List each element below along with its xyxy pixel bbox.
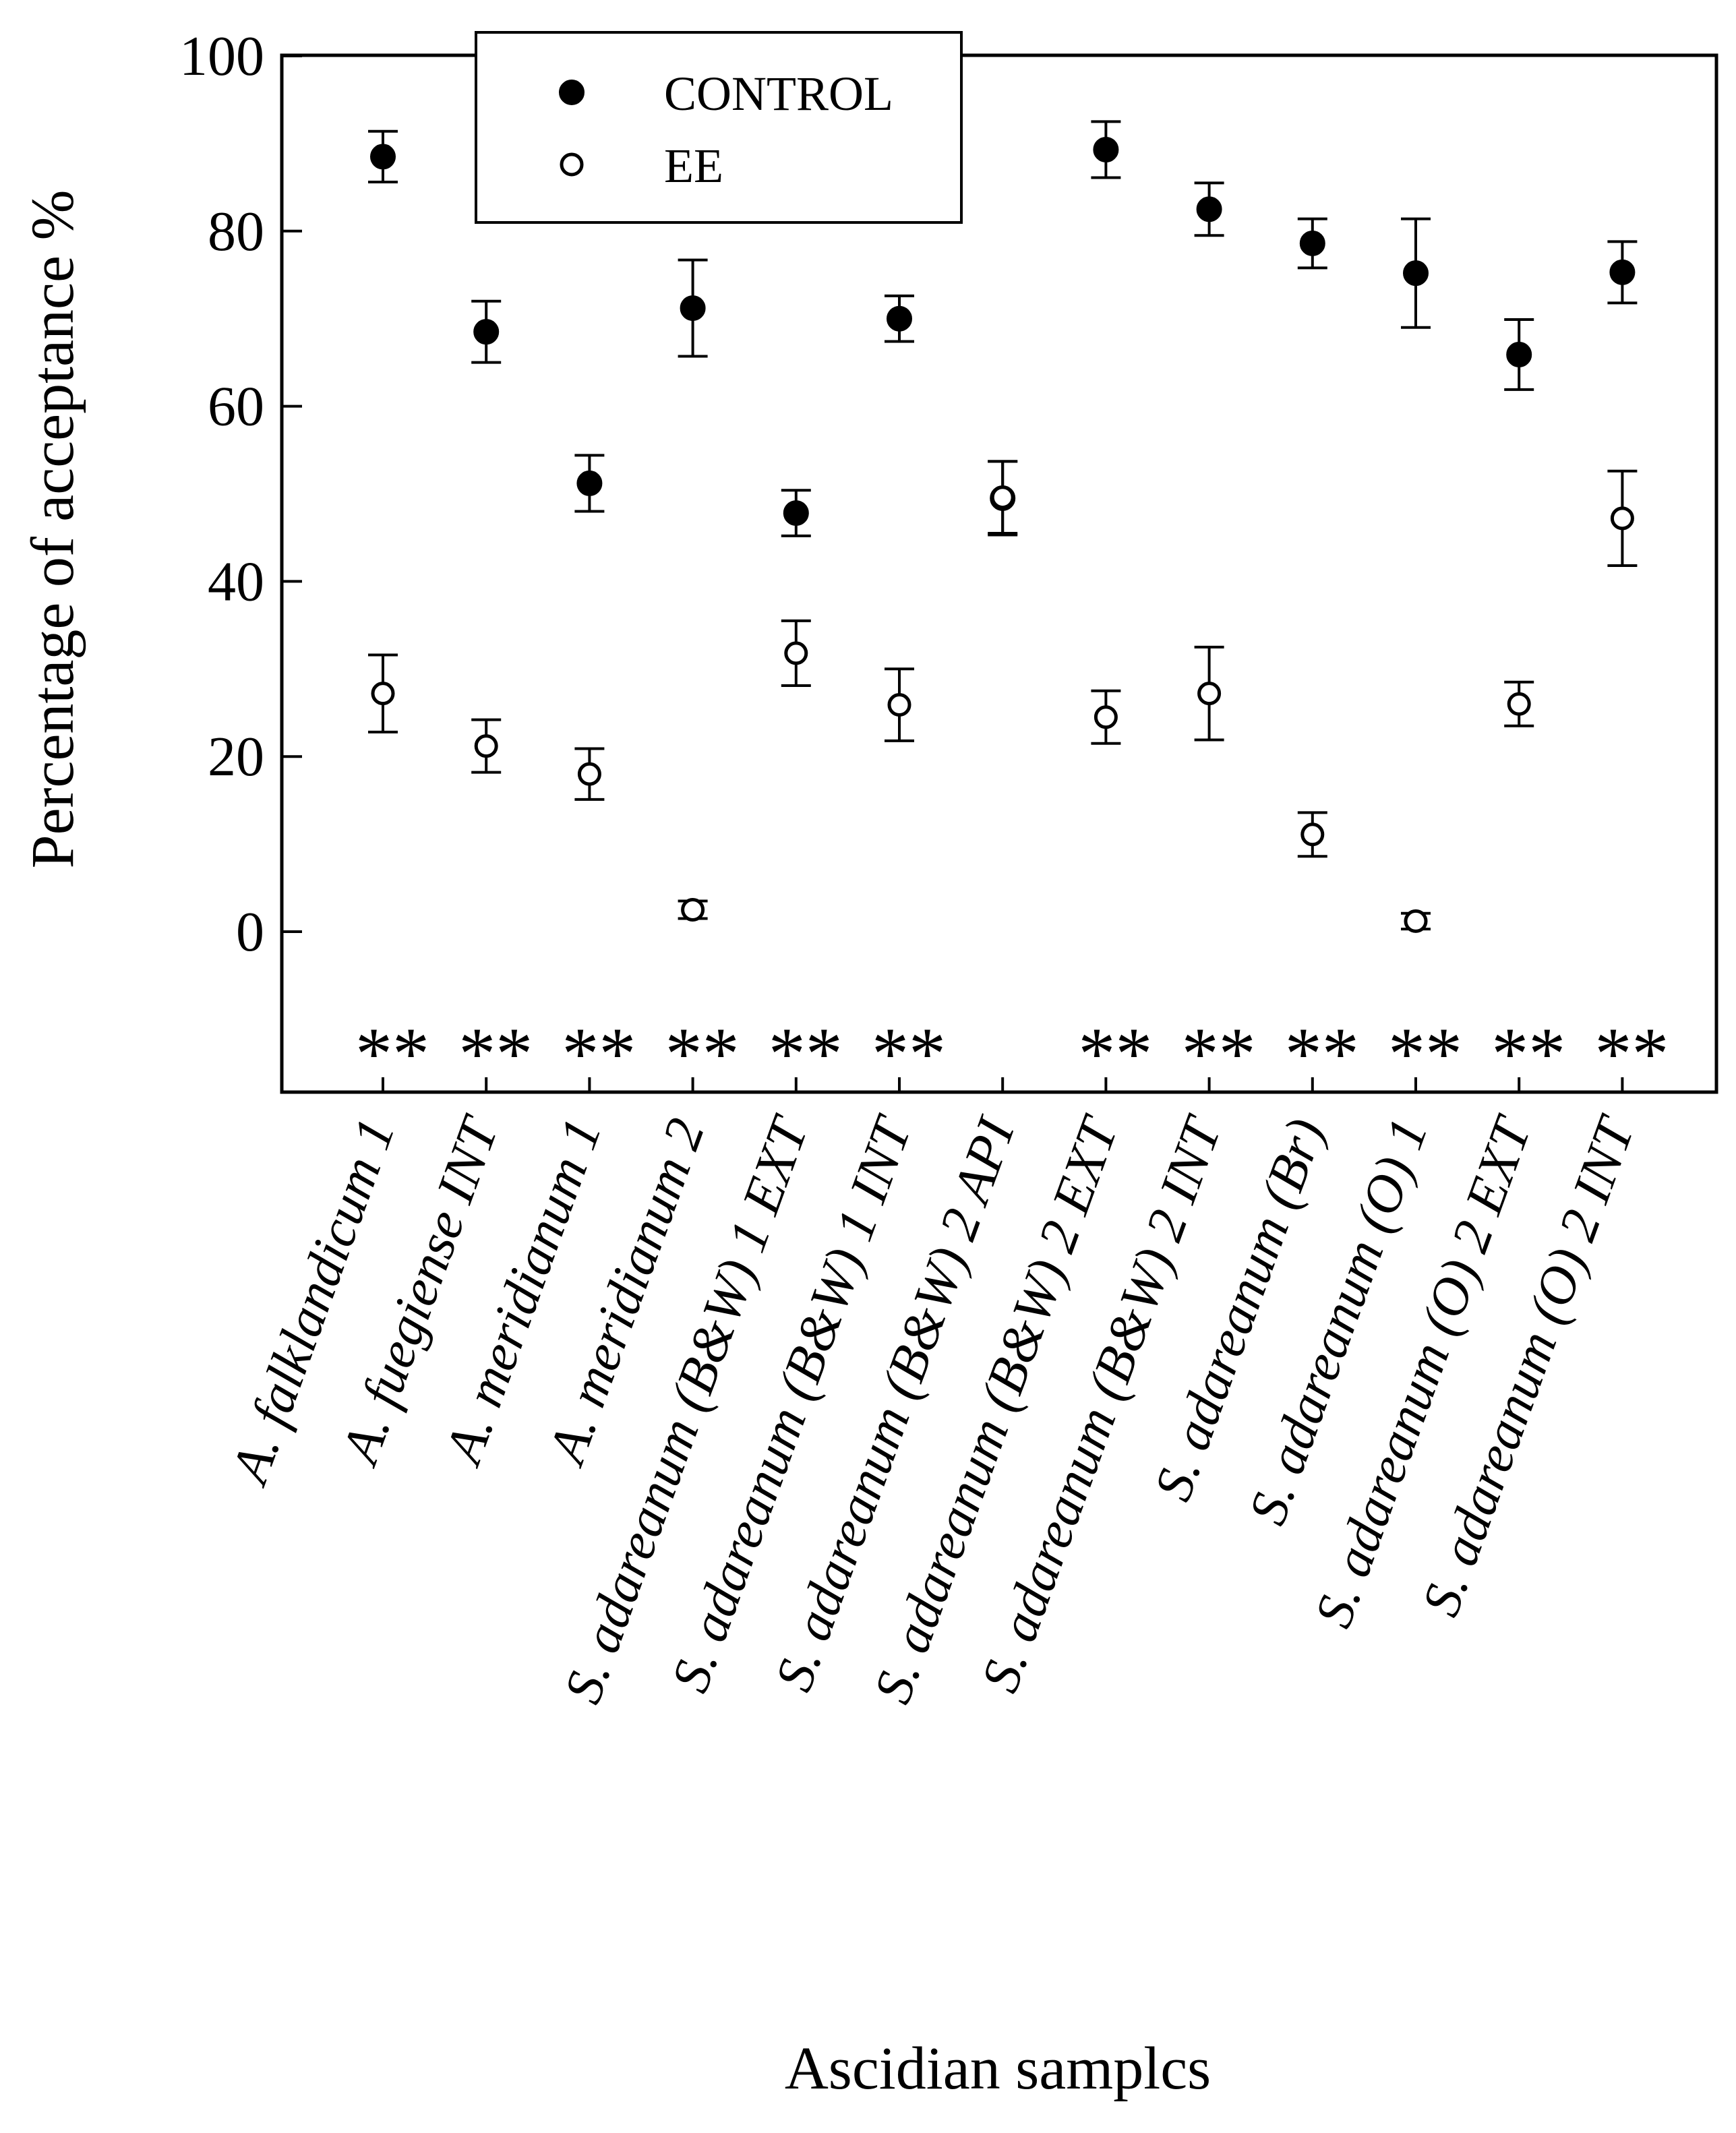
significance-mark: ** xyxy=(458,1013,533,1095)
x-axis xyxy=(382,1077,1624,1092)
error-bars xyxy=(368,120,1638,931)
plot-frame xyxy=(280,53,1718,1094)
control-point xyxy=(1506,341,1532,367)
ee-point xyxy=(1300,822,1325,847)
legend-control-marker xyxy=(559,80,585,105)
control-point xyxy=(576,470,603,496)
significance-mark: ** xyxy=(872,1013,946,1095)
y-axis: 0 20 40 60 80 100 xyxy=(179,25,302,963)
control-point xyxy=(370,144,396,170)
legend: CONTROL EE xyxy=(475,31,963,224)
ee-point xyxy=(1610,506,1634,531)
significance-mark: ** xyxy=(665,1013,740,1095)
significance-mark: ** xyxy=(1285,1013,1359,1095)
control-point xyxy=(783,500,809,527)
ee-point xyxy=(371,682,395,706)
control-point xyxy=(1093,136,1119,162)
significance-mark: ** xyxy=(355,1013,429,1095)
y-axis-title: Percentage of acceptance % xyxy=(20,190,86,869)
legend-ee-label: EE xyxy=(664,139,723,193)
ee-point xyxy=(1094,705,1118,729)
control-point xyxy=(680,295,706,322)
y-tick-label: 20 xyxy=(208,725,264,788)
significance-mark: ** xyxy=(1078,1013,1152,1095)
control-point xyxy=(887,305,912,332)
y-tick-label: 40 xyxy=(208,550,264,613)
ee-point xyxy=(681,898,705,922)
ee-point xyxy=(990,485,1015,510)
y-tick-label: 80 xyxy=(208,200,264,263)
significance-mark: ** xyxy=(562,1013,636,1095)
control-point xyxy=(1403,260,1429,287)
ee-point xyxy=(784,641,808,665)
data-points xyxy=(370,136,1636,933)
significance-mark: ** xyxy=(1388,1013,1462,1095)
control-point xyxy=(1299,230,1325,256)
legend-control-label: CONTROL xyxy=(664,67,893,121)
significance-mark: ** xyxy=(1182,1013,1256,1095)
legend-ee-marker xyxy=(560,152,584,177)
ee-point xyxy=(1197,682,1222,706)
significance-mark: ** xyxy=(769,1013,843,1095)
significance-marks: ** ** ** ** ** ** ** ** ** ** ** ** xyxy=(355,1013,1669,1095)
y-tick-label: 100 xyxy=(179,25,264,88)
control-point xyxy=(473,319,500,345)
ee-point xyxy=(474,734,498,758)
ee-point xyxy=(887,693,911,717)
ee-point xyxy=(1507,692,1531,716)
significance-mark: ** xyxy=(1594,1013,1669,1095)
x-axis-title: Ascidian samplcs xyxy=(785,2035,1211,2102)
control-point xyxy=(1609,259,1636,285)
significance-mark: ** xyxy=(1491,1013,1565,1095)
legend-box xyxy=(475,31,963,224)
ee-point xyxy=(1404,909,1428,933)
y-tick-label: 0 xyxy=(236,901,264,963)
y-tick-label: 60 xyxy=(208,375,264,438)
control-point xyxy=(1196,196,1222,222)
ee-point xyxy=(577,762,601,786)
